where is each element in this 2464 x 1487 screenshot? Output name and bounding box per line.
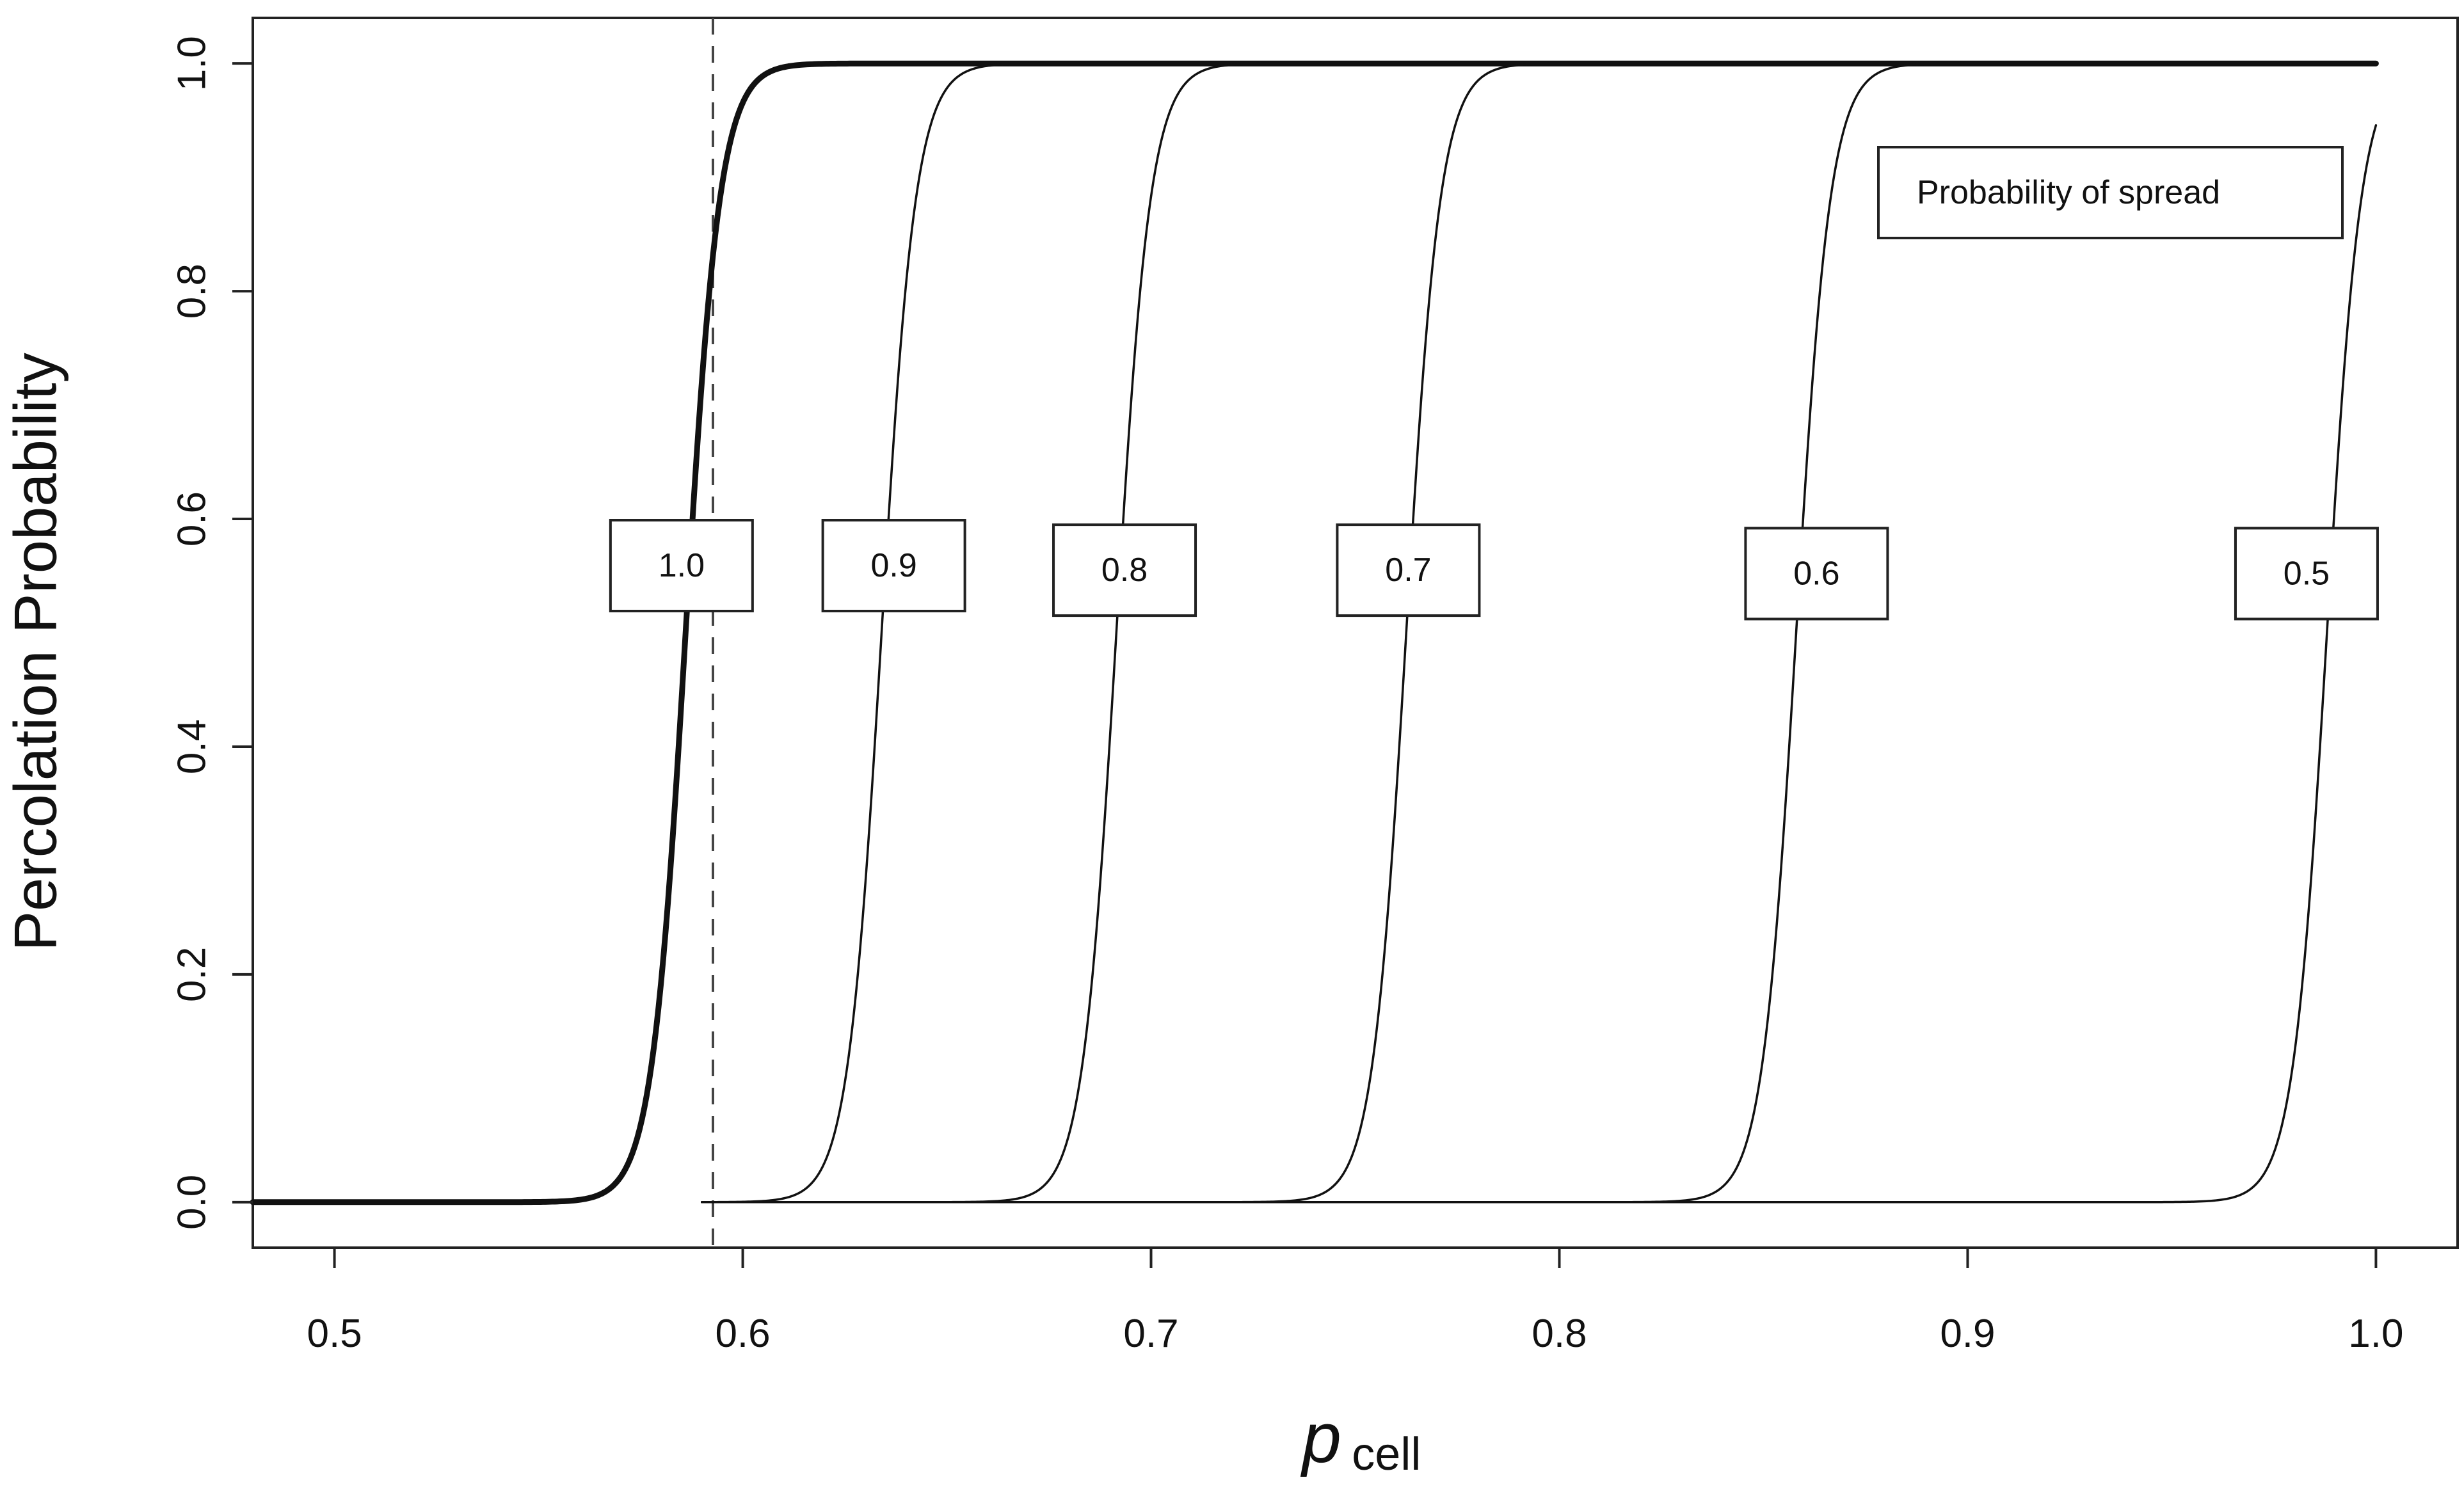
x-tick-label-4: 0.9: [1940, 1312, 1995, 1356]
curve-label-0-7: 0.7: [1336, 523, 1481, 617]
x-tick-label-5: 1.0: [2348, 1312, 2403, 1356]
curve-label-0-9: 0.9: [821, 519, 966, 613]
curve-label-box: [1336, 523, 1481, 617]
x-axis-title-main: p: [1300, 1399, 1341, 1477]
curve-label-0-8: 0.8: [1052, 523, 1197, 617]
curve-label-box: [609, 519, 754, 613]
legend-box: [1877, 146, 2344, 239]
x-tick-label-2: 0.7: [1123, 1312, 1178, 1356]
curve-label-text: 1.0: [659, 547, 705, 584]
curve-label-0-5: 0.5: [2234, 527, 2379, 621]
x-tick-label-1: 0.6: [715, 1312, 770, 1356]
curve-label-box: [821, 519, 966, 613]
x-axis: 0.5 0.6 0.7 0.8 0.9 1.0: [307, 1248, 2404, 1356]
y-axis-title: Percolation Probability: [2, 353, 69, 951]
y-tick-label-2: 0.4: [170, 719, 214, 774]
legend-title: Probability of spread: [1917, 174, 2220, 211]
plot-frame: [252, 17, 2459, 1249]
y-tick-label-3: 0.6: [170, 491, 214, 546]
y-tick-label-4: 0.8: [170, 264, 214, 319]
curve-label-1-0: 1.0: [609, 519, 754, 613]
curve-label-text: 0.9: [870, 547, 916, 584]
curve-label-box: [1052, 523, 1197, 617]
curve-label-box: [1744, 527, 1889, 621]
x-axis-title-sub: cell: [1352, 1429, 1421, 1480]
curve-spread-0-5: [701, 124, 2378, 1204]
y-tick-label-0: 0.0: [170, 1175, 214, 1230]
x-axis-title: p cell: [1300, 1399, 1421, 1480]
y-axis: 0.0 0.2 0.4 0.6 0.8 1.0: [170, 36, 253, 1230]
legend: Probability of spread: [1877, 146, 2344, 239]
y-tick-label-5: 1.0: [170, 36, 214, 91]
curve-label-text: 0.8: [1101, 552, 1148, 589]
curve-label-text: 0.6: [1793, 555, 1839, 592]
y-tick-label-1: 0.2: [170, 947, 214, 1002]
curve-label-text: 0.5: [2284, 555, 2330, 592]
x-tick-label-0: 0.5: [307, 1312, 362, 1356]
curve-label-box: [2234, 527, 2379, 621]
curve-label-text: 0.7: [1385, 552, 1431, 589]
x-tick-label-3: 0.8: [1532, 1312, 1587, 1356]
curve-label-0-6: 0.6: [1744, 527, 1889, 621]
